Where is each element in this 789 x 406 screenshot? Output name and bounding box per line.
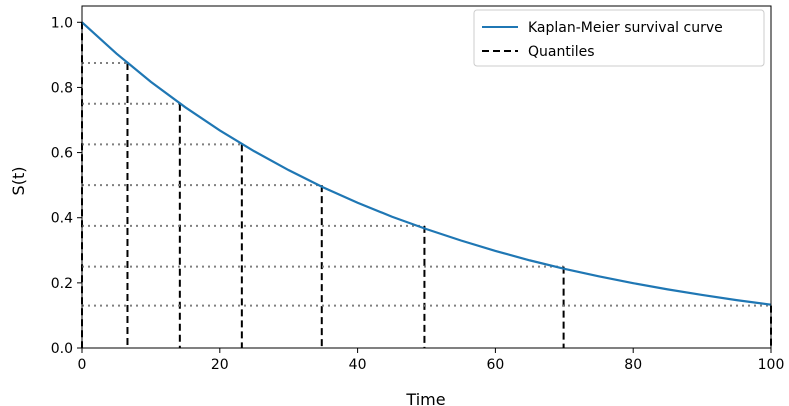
legend-label-survival-curve: Kaplan-Meier survival curve <box>528 20 723 36</box>
plot-area <box>81 21 772 348</box>
x-tick-label: 0 <box>78 357 87 373</box>
legend-label-quantiles: Quantiles <box>528 44 595 60</box>
x-axis-label: Time <box>405 390 445 406</box>
x-tick-label: 20 <box>211 357 229 373</box>
axes-frame <box>81 5 772 349</box>
legend-box <box>473 9 765 67</box>
x-tick-label: 100 <box>758 357 785 373</box>
y-tick-label: 0.8 <box>51 80 73 96</box>
x-tick-label: 60 <box>486 357 504 373</box>
axes: 0 20 40 60 80 100 0.0 0.2 0.4 0.6 0.8 1.0 <box>51 5 785 373</box>
survival-curve-line <box>81 21 772 306</box>
y-tick-label: 0.4 <box>51 211 73 227</box>
x-tick-label: 40 <box>349 357 367 373</box>
legend: Kaplan-Meier survival curve Quantiles <box>473 9 765 67</box>
y-tick-label: 0.6 <box>51 146 73 162</box>
y-tick-label: 0.2 <box>51 276 73 292</box>
x-tick-label: 80 <box>624 357 642 373</box>
y-tick-label: 1.0 <box>51 15 73 31</box>
y-axis-label: S(t) <box>9 167 28 196</box>
y-tick-label: 0.0 <box>51 341 73 357</box>
